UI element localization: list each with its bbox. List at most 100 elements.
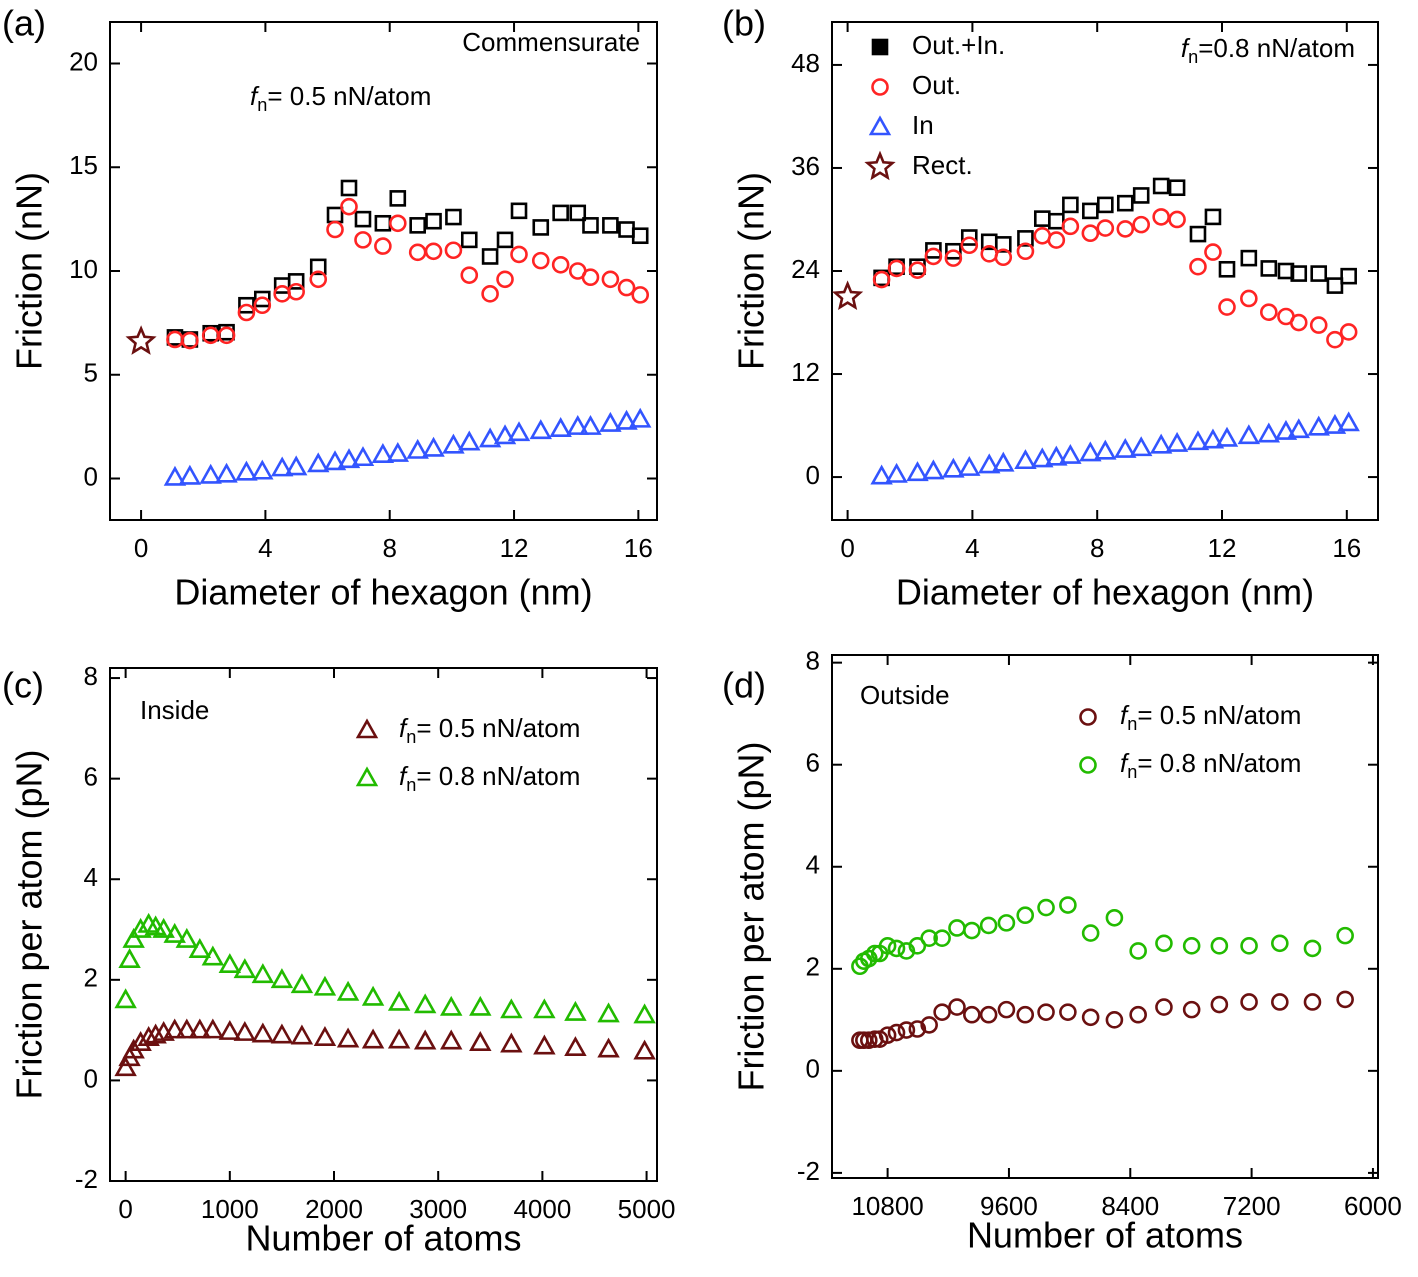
marker-circle (1061, 217, 1080, 236)
marker-circle (631, 286, 650, 304)
legend-label: fn= 0.5 nN/atom (1120, 700, 1301, 734)
marker-triangle (290, 973, 314, 994)
marker-square (925, 242, 942, 259)
marker-circle (887, 259, 906, 278)
marker-triangle (1149, 433, 1173, 454)
annotation: fn=0.8 nN/atom (1181, 33, 1355, 67)
marker-triangle (566, 414, 589, 435)
marker-triangle (413, 1029, 437, 1050)
marker-circle (1033, 226, 1052, 245)
marker-square (496, 231, 514, 249)
marker-circle (1016, 242, 1035, 261)
marker-circle (1105, 908, 1124, 927)
marker-circle (997, 914, 1016, 932)
marker-circle (1210, 995, 1229, 1014)
marker-circle (872, 270, 891, 289)
marker-triangle (1014, 449, 1037, 470)
marker-triangle (152, 917, 175, 938)
legend-label: Out.+In. (912, 30, 1005, 60)
marker-circle (1047, 231, 1066, 249)
x-tick-label: 4 (258, 533, 272, 563)
marker-triangle (958, 455, 981, 476)
marker-triangle (336, 980, 360, 1001)
marker-circle (994, 248, 1013, 267)
marker-circle (908, 261, 927, 279)
y-axis-label: Friction (nN) (9, 172, 50, 370)
marker-triangle (500, 998, 523, 1019)
marker-circle (1339, 323, 1358, 341)
marker-triangle (129, 917, 152, 938)
y-tick-label: 24 (791, 254, 820, 284)
marker-triangle (885, 462, 908, 483)
marker-circle (1079, 708, 1097, 726)
marker-triangle (175, 927, 199, 948)
marker-circle (963, 921, 981, 940)
marker-square (1132, 187, 1150, 204)
x-tick-label: 8 (382, 533, 396, 563)
legend-label: fn= 0.8 nN/atom (1120, 748, 1301, 782)
marker-triangle (469, 1031, 492, 1051)
y-axis-label: Friction per atom (pN) (731, 741, 772, 1091)
marker-triangle (387, 990, 411, 1011)
marker-triangle (1307, 415, 1330, 436)
marker-triangle (270, 968, 294, 989)
marker-circle (601, 270, 620, 289)
y-tick-label: -2 (797, 1156, 820, 1186)
marker-circle (878, 937, 897, 955)
x-tick-label: 3000 (409, 1194, 467, 1224)
marker-triangle (597, 1037, 620, 1058)
marker-square (618, 221, 635, 238)
marker-triangle (178, 464, 202, 485)
marker-triangle (188, 1018, 212, 1039)
marker-circle (408, 243, 427, 262)
marker-circle (1016, 1005, 1035, 1024)
marker-triangle (1045, 445, 1068, 466)
marker-circle (1326, 330, 1344, 349)
plot-frame (831, 654, 1379, 1179)
marker-triangle (233, 1020, 257, 1041)
marker-triangle (284, 455, 308, 476)
marker-triangle (564, 1036, 587, 1057)
y-tick-label: 8 (806, 646, 820, 676)
marker-triangle (199, 463, 222, 484)
x-tick-label: 9600 (980, 1191, 1038, 1221)
marker-circle (963, 1005, 981, 1024)
marker-square (1240, 249, 1258, 267)
marker-square (994, 236, 1012, 253)
marker-triangle (307, 452, 330, 473)
marker-triangle (201, 1018, 225, 1039)
marker-circle (1182, 1000, 1201, 1019)
marker-triangle (175, 1018, 199, 1039)
marker-square (871, 38, 889, 56)
marker-circle (424, 242, 443, 261)
marker-circle (933, 929, 951, 947)
marker-circle (1240, 937, 1258, 955)
y-tick-label: 8 (84, 661, 98, 691)
marker-triangle (371, 442, 395, 463)
marker-circle (1105, 1011, 1124, 1029)
marker-circle (1204, 243, 1222, 261)
marker-triangle (529, 419, 552, 440)
marker-triangle (129, 1031, 152, 1051)
x-tick-label: 0 (840, 533, 854, 563)
marker-triangle (579, 414, 602, 435)
marker-triangle (906, 461, 929, 482)
marker-triangle (270, 1023, 294, 1044)
marker-triangle (251, 459, 274, 480)
marker-square (1097, 196, 1114, 214)
marker-triangle (137, 1026, 160, 1046)
legend-label: Rect. (912, 150, 973, 180)
marker-circle (1152, 208, 1170, 226)
marker-circle (1240, 289, 1258, 308)
marker-circle (997, 1000, 1016, 1019)
marker-triangle (1129, 436, 1153, 457)
marker-circle (1079, 756, 1097, 774)
marker-triangle (469, 995, 492, 1016)
marker-square (602, 217, 619, 234)
marker-circle (897, 942, 916, 960)
marker-square (389, 190, 407, 207)
marker-triangle (633, 1039, 656, 1060)
marker-square (1152, 177, 1170, 195)
marker-circle (1096, 219, 1115, 237)
